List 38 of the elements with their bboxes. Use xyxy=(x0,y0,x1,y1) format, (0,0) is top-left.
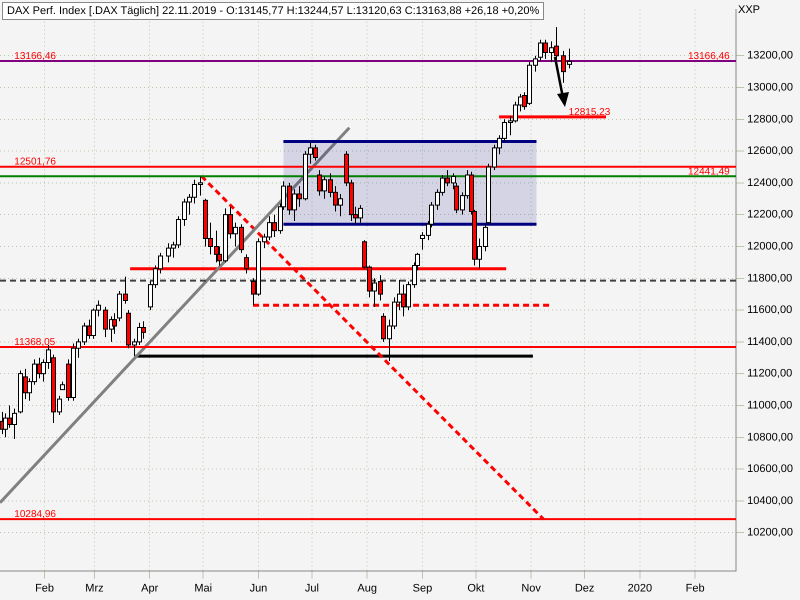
x-tick-label: Mai xyxy=(194,582,212,594)
x-tick-label: Mrz xyxy=(85,582,104,594)
y-tick-label: 11400,00 xyxy=(747,336,792,348)
x-tick-label: Sep xyxy=(412,582,432,594)
x-tick-label: Aug xyxy=(357,582,377,594)
y-tick-label: 11200,00 xyxy=(747,368,792,380)
y-tick-label: 10400,00 xyxy=(747,494,794,507)
x-tick-label: Okt xyxy=(467,582,484,594)
annotation: 12815,23 xyxy=(568,106,611,118)
y-tick-label: 11000,00 xyxy=(747,399,792,412)
x-tick-label: Feb xyxy=(686,582,705,594)
annotation: 12441,49 xyxy=(688,166,730,178)
x-tick-label: Nov xyxy=(521,582,542,594)
y-tick-label: 13200,00 xyxy=(747,50,794,62)
x-tick-label: Feb xyxy=(35,582,54,594)
y-tick-label: 12200,00 xyxy=(747,208,794,221)
y-tick-label: 12600,00 xyxy=(747,145,794,158)
y-tick-label: 11600,00 xyxy=(747,304,792,316)
annotation: 12501,76 xyxy=(14,156,56,168)
x-tick-label: Dez xyxy=(574,582,594,594)
y-tick-label: 13000,00 xyxy=(747,82,794,94)
y-tick-label: 12800,00 xyxy=(747,113,794,126)
y-tick-label: 10600,00 xyxy=(747,463,794,476)
y-axis-title: XXP xyxy=(738,4,760,16)
y-tick-label: 10800,00 xyxy=(747,431,794,444)
annotation: 10284,96 xyxy=(14,509,56,520)
y-tick-label: 12000,00 xyxy=(747,240,794,253)
x-tick-label: Jul xyxy=(304,582,319,594)
annotation: 13166,46 xyxy=(14,51,56,62)
annotation: 11368,05 xyxy=(14,336,56,348)
y-tick-label: 11800,00 xyxy=(747,272,792,284)
y-tick-label: 12400,00 xyxy=(747,176,794,189)
annotation: 13166,46 xyxy=(688,51,730,62)
x-tick-label: 2020 xyxy=(628,582,652,594)
x-tick-label: Jun xyxy=(250,582,268,594)
chart-title: DAX Perf. Index [.DAX Täglich] 22.11.2019 - O:13145,77 H:13244,57 L:13120,63 C:13163,88 +26,18 +0,20% xyxy=(2,2,544,20)
x-tick-label: Apr xyxy=(141,582,159,594)
y-tick-label: 10200,00 xyxy=(747,526,794,539)
